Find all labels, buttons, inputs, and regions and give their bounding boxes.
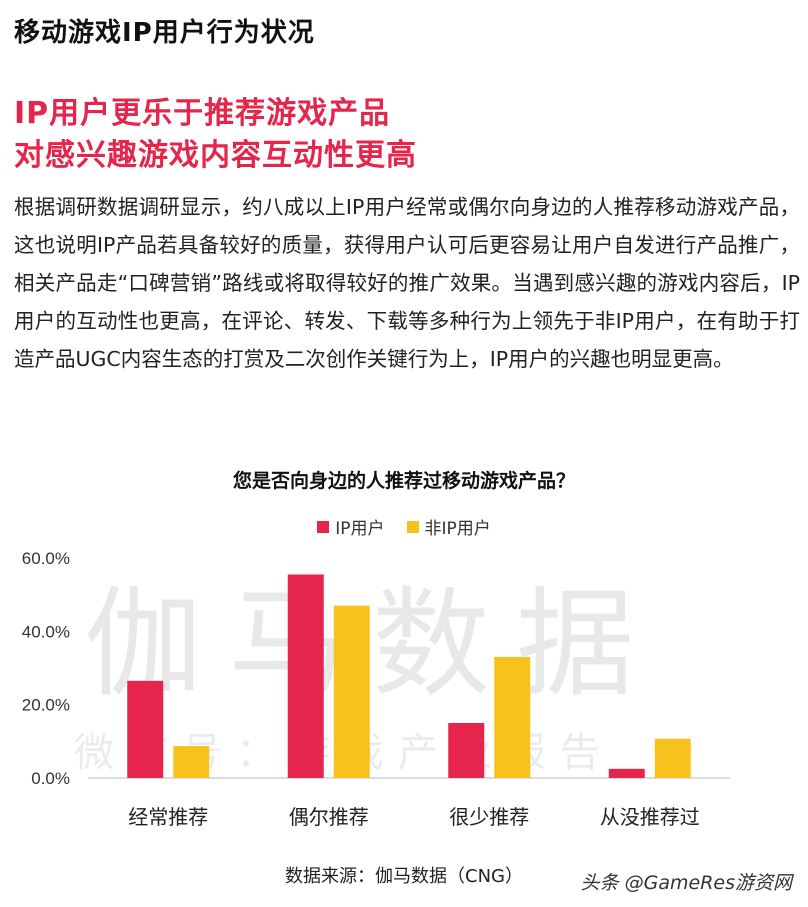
body-paragraph: 根据调研数据调研显示，约八成以上IP用户经常或偶尔向身边的人推荐移动游戏产品，这… (14, 188, 800, 378)
legend-item-ip: IP用户 (317, 514, 385, 539)
bar-non-ip (654, 738, 691, 778)
section-title: 移动游戏IP用户行为状况 (14, 18, 315, 48)
bar-ip (287, 574, 324, 778)
x-tick-label: 偶尔推荐 (289, 805, 369, 829)
y-tick-label: 0.0% (31, 769, 70, 788)
x-tick-label: 从没推荐过 (600, 805, 700, 829)
legend-label-non-ip: 非IP用户 (424, 519, 491, 539)
legend-swatch-non-ip (406, 520, 419, 533)
chart-legend: IP用户 非IP用户 (0, 514, 808, 539)
credit-watermark: 头条 @GameRes游资网 (580, 872, 792, 894)
bar-ip (127, 680, 164, 778)
legend-item-non-ip: 非IP用户 (406, 514, 491, 539)
legend-label-ip: IP用户 (335, 519, 385, 539)
headline-line-1: IP用户更乐于推荐游戏产品 (14, 96, 391, 131)
body-text: 根据调研数据调研显示，约八成以上IP用户经常或偶尔向身边的人推荐移动游戏产品，这… (14, 195, 800, 371)
y-tick-label: 20.0% (22, 696, 70, 715)
source-note: 数据来源：伽马数据（CNG） (285, 866, 523, 887)
headline-line-2: 对感兴趣游戏内容互动性更高 (14, 138, 417, 173)
legend-swatch-ip (317, 520, 330, 533)
x-tick-label: 很少推荐 (449, 805, 529, 829)
y-tick-label: 60.0% (22, 549, 70, 568)
chart-title: 您是否向身边的人推荐过移动游戏产品？ (232, 470, 575, 492)
bar-ip (448, 723, 485, 778)
bar-ip (608, 768, 645, 778)
x-tick-label: 经常推荐 (128, 805, 208, 829)
bar-chart: 0.0% 20.0% 40.0% 60.0% 经常推荐 偶尔推荐 很少推荐 从没推荐过 (22, 549, 730, 829)
bar-non-ip (173, 746, 210, 778)
bar-non-ip (494, 657, 531, 778)
bar-non-ip (333, 605, 370, 778)
y-tick-label: 40.0% (22, 622, 70, 641)
